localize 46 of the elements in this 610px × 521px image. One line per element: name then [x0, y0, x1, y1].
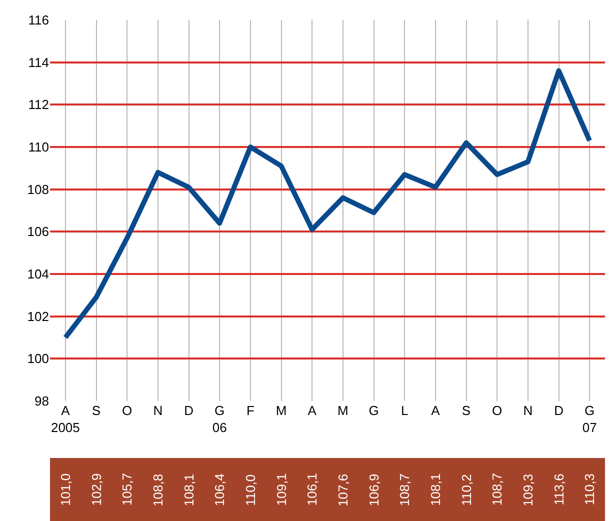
- data-label: 108,1: [428, 473, 443, 506]
- x-tick-label: N: [153, 403, 163, 418]
- x-tick-label: G: [368, 403, 379, 418]
- x-tick-label: G 06: [212, 403, 227, 435]
- data-label: 105,7: [120, 473, 135, 506]
- data-label: 110,3: [582, 474, 598, 506]
- y-tick-label: 100: [27, 351, 49, 366]
- y-tick-label: 108: [27, 182, 49, 197]
- x-tick-label: M: [276, 403, 287, 418]
- data-label: 110,0: [242, 474, 258, 506]
- data-label: 101,0: [58, 473, 73, 506]
- data-label: 113,6: [551, 474, 566, 506]
- y-tick-label: 102: [27, 308, 49, 324]
- y-tick-label: 112: [28, 97, 49, 112]
- data-label: 110,2: [458, 474, 474, 506]
- data-label: 108,7: [490, 473, 505, 506]
- data-label: 106,9: [366, 474, 382, 506]
- y-tick-label: 116: [28, 12, 49, 28]
- x-tick-label: D: [554, 403, 564, 418]
- data-label: 109,1: [274, 473, 289, 506]
- x-tick-label: O: [492, 403, 502, 418]
- x-tick-label: A: [431, 403, 440, 418]
- y-tick-label: 98: [34, 394, 49, 409]
- x-tick-label: M: [338, 403, 348, 418]
- y-tick-label: 114: [28, 54, 49, 70]
- y-tick-label: 110: [28, 140, 49, 155]
- data-label: 108,7: [397, 474, 412, 506]
- data-label: 108,8: [150, 474, 166, 506]
- x-tick-label: A 2005: [50, 403, 80, 435]
- x-tick-label: O: [122, 403, 132, 418]
- x-tick-label: G 07: [582, 403, 597, 435]
- data-label: 106,4: [212, 474, 228, 506]
- x-tick-label: S: [462, 403, 471, 418]
- x-tick-label: S: [92, 403, 101, 418]
- x-tick-label: N: [523, 403, 533, 418]
- x-tick-label: F: [246, 403, 254, 418]
- data-label: 107,6: [335, 474, 350, 506]
- x-tick-label: A: [308, 403, 317, 418]
- y-tick-label: 104: [27, 266, 49, 282]
- y-tick-label: 106: [27, 224, 49, 240]
- x-tick-label: L: [400, 403, 408, 418]
- data-label: 106,1: [304, 473, 320, 506]
- x-tick-label: D: [184, 403, 194, 418]
- data-label: 102,9: [88, 473, 104, 506]
- data-label: 109,3: [520, 474, 536, 506]
- data-label: 108,1: [181, 474, 196, 506]
